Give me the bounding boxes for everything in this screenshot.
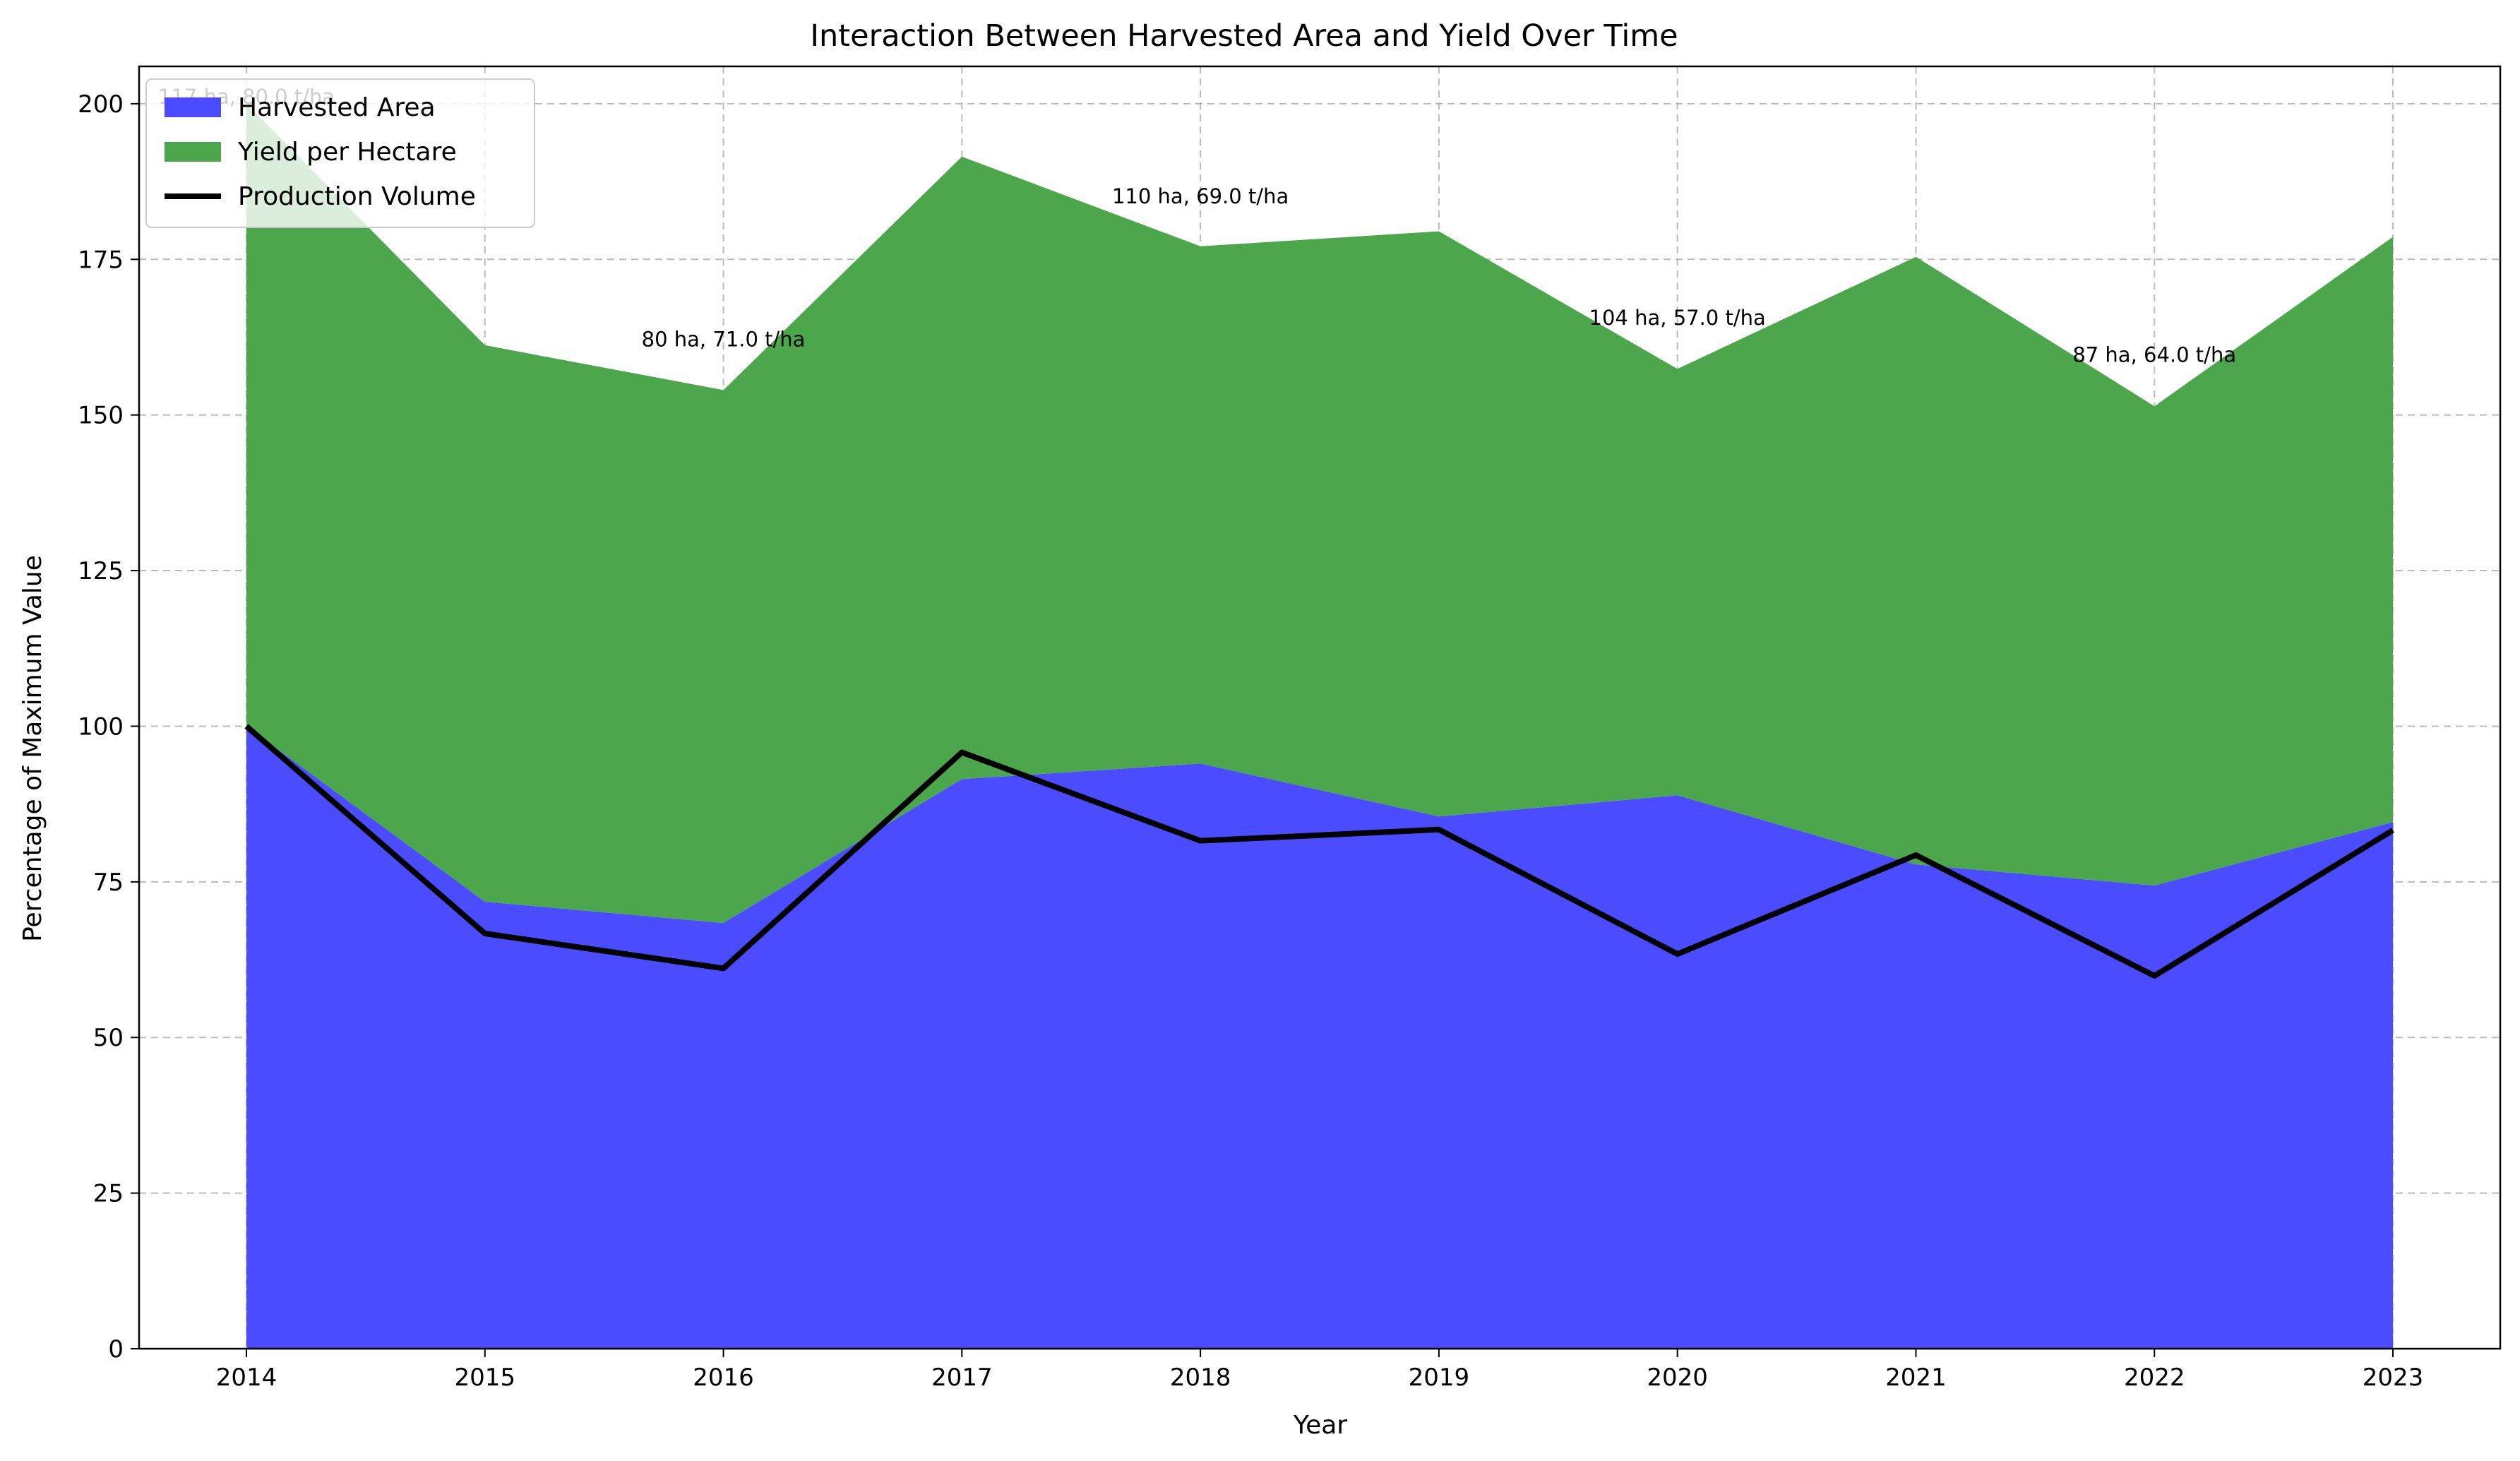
- x-tick-label: 2021: [1885, 1364, 1947, 1392]
- y-tick-label: 150: [78, 402, 124, 430]
- annotation-label: 110 ha, 69.0 t/ha: [1112, 184, 1289, 208]
- y-tick-label: 50: [93, 1024, 124, 1052]
- x-tick-label: 2019: [1409, 1364, 1470, 1392]
- yield-per-hectare-area: [246, 103, 2393, 924]
- x-tick-label: 2017: [931, 1364, 993, 1392]
- y-tick-label: 175: [78, 246, 124, 274]
- annotation-label: 104 ha, 57.0 t/ha: [1589, 306, 1766, 330]
- y-tick-label: 0: [108, 1335, 124, 1364]
- x-axis: 2014 2015 2016 2017 2018 2019 2020 2021 2022 2023: [216, 1349, 2424, 1392]
- areas: [246, 103, 2393, 1349]
- legend-box: [145, 78, 535, 228]
- lines: [244, 724, 2395, 979]
- legend-label: Yield per Hectare: [237, 138, 457, 167]
- y-tick-label: 100: [78, 712, 124, 741]
- x-tick-label: 2020: [1647, 1364, 1708, 1392]
- x-tick-label: 2015: [455, 1364, 516, 1392]
- legend-label: Harvested Area: [238, 93, 436, 122]
- harvested-area-legend-swatch: [165, 97, 221, 117]
- y-tick-label: 25: [93, 1180, 124, 1208]
- y-axis-label: Percentage of Maximum Value: [18, 555, 47, 942]
- y-tick-label: 125: [78, 557, 124, 585]
- x-tick-label: 2014: [216, 1364, 277, 1392]
- annotation-label: 80 ha, 71.0 t/ha: [642, 328, 806, 352]
- plot-frame: [138, 65, 2502, 1350]
- x-tick-label: 2016: [693, 1364, 754, 1392]
- legend: Harvested Area Yield per Hectare Productio…: [145, 78, 535, 228]
- y-axis: 0 25 50 75 100 125 150 175 200: [78, 90, 139, 1364]
- chart-title: Interaction Between Harvested Area and Y…: [810, 18, 1678, 54]
- x-axis-label: Year: [1293, 1411, 1347, 1440]
- annotation-label: 87 ha, 64.0 t/ha: [2072, 343, 2236, 367]
- production-volume-line: [244, 724, 2395, 979]
- x-tick-label: 2022: [2124, 1364, 2185, 1392]
- legend-label: Production Volume: [238, 182, 476, 211]
- x-tick-label: 2018: [1170, 1364, 1231, 1392]
- y-tick-label: 75: [93, 869, 124, 897]
- y-tick-label: 200: [78, 90, 124, 119]
- x-tick-label: 2023: [2363, 1364, 2424, 1392]
- yield-per-hectare-legend-swatch: [165, 142, 221, 162]
